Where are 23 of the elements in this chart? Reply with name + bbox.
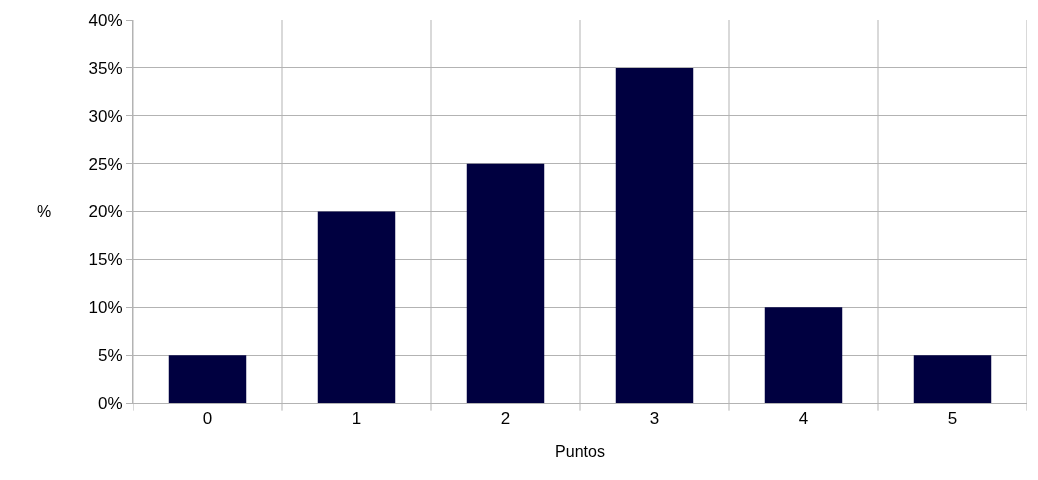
- bar: [317, 211, 396, 403]
- x-tick-label: 4: [798, 409, 809, 429]
- x-axis-title: Puntos: [555, 443, 605, 461]
- bar: [168, 355, 247, 403]
- x-tick-label: 0: [202, 409, 213, 429]
- y-axis-title: %: [37, 203, 52, 220]
- y-tick-label: 10%: [88, 298, 123, 318]
- y-tick-label: 20%: [88, 202, 123, 222]
- y-tick-label: 40%: [88, 10, 123, 30]
- bar: [615, 67, 694, 403]
- y-tick-label: 15%: [88, 250, 123, 270]
- bar: [466, 163, 545, 403]
- x-tick-label: 1: [351, 409, 362, 429]
- y-tick-label: 0%: [98, 393, 123, 413]
- x-tick-label: 2: [500, 409, 511, 429]
- y-tick-label: 35%: [88, 58, 123, 78]
- bar: [764, 307, 843, 403]
- y-tick-label: 30%: [88, 106, 123, 126]
- y-tick-label: 25%: [88, 154, 123, 174]
- bar: [913, 355, 992, 403]
- x-tick-label: 5: [947, 409, 958, 429]
- x-tick-label: 3: [649, 409, 660, 429]
- y-tick-label: 5%: [98, 346, 123, 366]
